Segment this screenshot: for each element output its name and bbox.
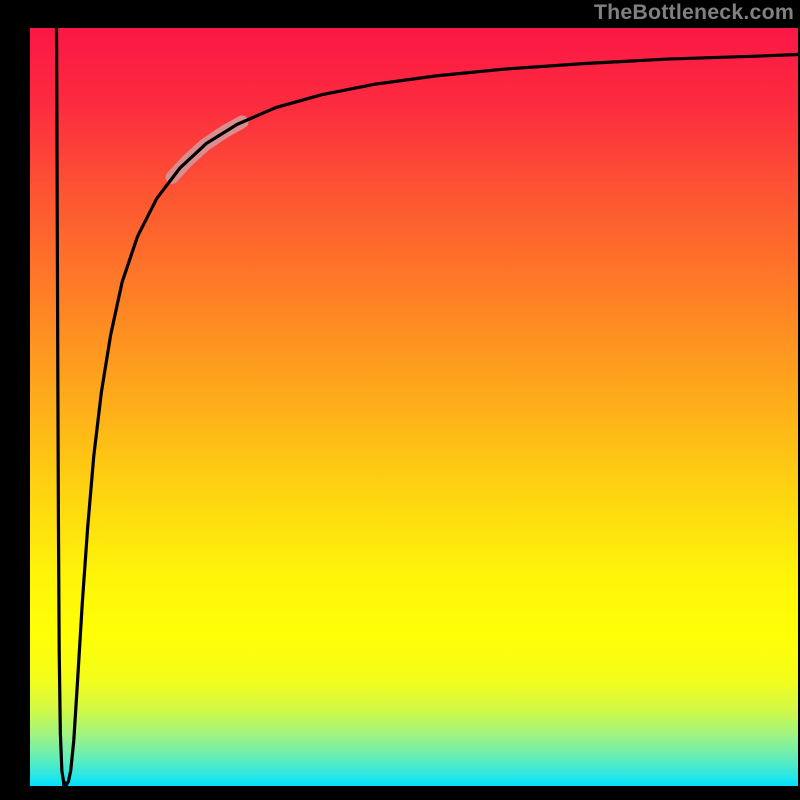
plot-frame — [30, 28, 798, 786]
gradient-background — [30, 28, 798, 786]
watermark-text: TheBottleneck.com — [594, 0, 794, 25]
